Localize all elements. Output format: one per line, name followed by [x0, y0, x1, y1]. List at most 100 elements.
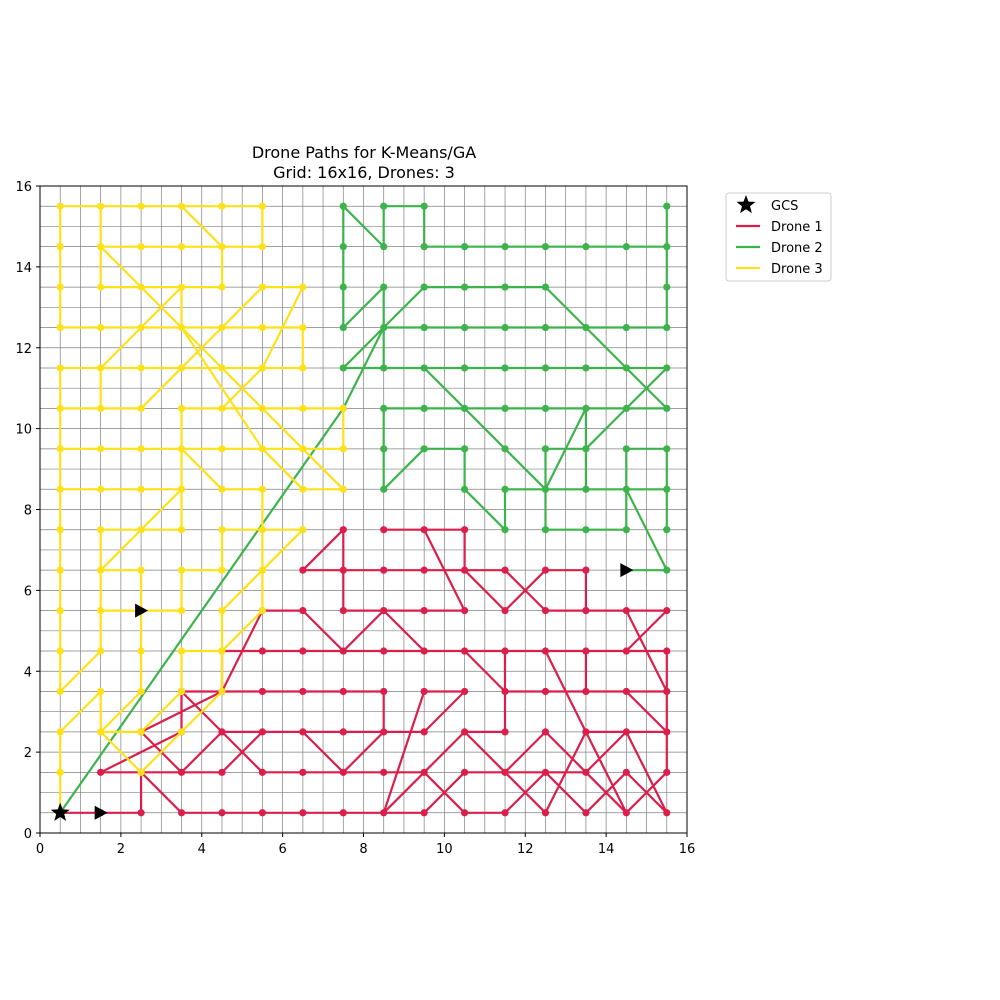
- y-tick-label: 14: [15, 261, 32, 276]
- data-point: [380, 768, 388, 776]
- data-point: [541, 647, 550, 655]
- y-tick-label: 8: [24, 504, 32, 519]
- direction-arrow: [620, 563, 634, 578]
- y-tick-label: 4: [24, 665, 32, 680]
- data-point: [663, 445, 671, 453]
- data-point: [420, 526, 428, 534]
- data-point: [380, 404, 388, 413]
- data-point: [56, 768, 64, 776]
- data-point: [299, 485, 307, 493]
- data-point: [380, 606, 388, 615]
- data-point: [258, 566, 267, 574]
- data-point: [177, 566, 186, 574]
- data-point: [97, 323, 105, 332]
- data-point: [460, 364, 469, 372]
- legend-label: Drone 1: [771, 220, 823, 235]
- data-point: [380, 809, 388, 817]
- data-point: [97, 526, 105, 534]
- data-point: [218, 445, 226, 453]
- data-point: [622, 809, 630, 817]
- data-point: [622, 404, 630, 413]
- data-point: [56, 485, 64, 493]
- data-point: [258, 809, 267, 817]
- data-point: [177, 323, 186, 332]
- data-point: [56, 566, 64, 574]
- gcs-star-marker: [50, 802, 70, 821]
- data-point: [622, 526, 630, 534]
- data-point: [420, 323, 428, 332]
- data-point: [97, 243, 105, 251]
- data-point: [56, 243, 64, 251]
- data-point: [420, 809, 428, 817]
- data-point: [420, 243, 428, 251]
- data-point: [137, 364, 145, 372]
- data-point: [218, 687, 226, 696]
- data-point: [218, 606, 226, 615]
- data-point: [501, 566, 509, 574]
- direction-arrow: [94, 805, 108, 820]
- data-point: [97, 606, 105, 615]
- data-point: [339, 283, 347, 291]
- data-point: [339, 647, 347, 655]
- data-point: [541, 687, 550, 696]
- data-point: [218, 202, 226, 210]
- data-point: [177, 687, 186, 696]
- data-point: [622, 768, 630, 776]
- data-point: [258, 323, 267, 332]
- data-point: [501, 485, 509, 493]
- data-point: [258, 404, 267, 413]
- data-point: [541, 728, 550, 736]
- data-point: [663, 566, 671, 574]
- data-point: [339, 485, 347, 493]
- data-point: [299, 445, 307, 453]
- data-point: [501, 364, 509, 372]
- data-point: [177, 809, 186, 817]
- data-point: [582, 687, 590, 696]
- data-point: [97, 202, 105, 210]
- data-point: [97, 687, 105, 696]
- data-point: [663, 687, 671, 696]
- data-point: [218, 323, 226, 332]
- data-point: [460, 243, 469, 251]
- data-point: [56, 323, 64, 332]
- data-point: [501, 809, 509, 817]
- data-point: [218, 647, 226, 655]
- data-point: [258, 485, 267, 493]
- data-point: [501, 283, 509, 291]
- series-line: [59, 205, 345, 813]
- data-point: [380, 687, 388, 696]
- data-point: [541, 768, 550, 776]
- legend-box: [725, 192, 832, 282]
- data-point: [501, 526, 509, 534]
- data-point: [622, 243, 630, 251]
- data-point: [622, 606, 630, 615]
- data-point: [137, 485, 145, 493]
- legend-label: Drone 3: [771, 262, 823, 277]
- data-point: [137, 809, 145, 817]
- data-point: [218, 728, 226, 736]
- data-point: [137, 445, 145, 453]
- data-point: [177, 768, 186, 776]
- data-point: [299, 809, 307, 817]
- data-point: [177, 445, 186, 453]
- data-point: [299, 728, 307, 736]
- data-point: [56, 687, 64, 696]
- data-point: [663, 202, 671, 210]
- data-point: [56, 404, 64, 413]
- data-point: [663, 243, 671, 251]
- data-point: [218, 243, 226, 251]
- y-tick-label: 6: [24, 584, 32, 599]
- data-point: [582, 728, 590, 736]
- data-point: [663, 526, 671, 534]
- data-point: [501, 243, 509, 251]
- data-point: [663, 768, 671, 776]
- data-point: [541, 606, 550, 615]
- data-point: [258, 283, 267, 291]
- data-point: [339, 364, 347, 372]
- data-point: [582, 526, 590, 534]
- data-point: [218, 566, 226, 574]
- data-point: [663, 323, 671, 332]
- data-point: [258, 606, 267, 615]
- data-point: [137, 202, 145, 210]
- data-point: [218, 404, 226, 413]
